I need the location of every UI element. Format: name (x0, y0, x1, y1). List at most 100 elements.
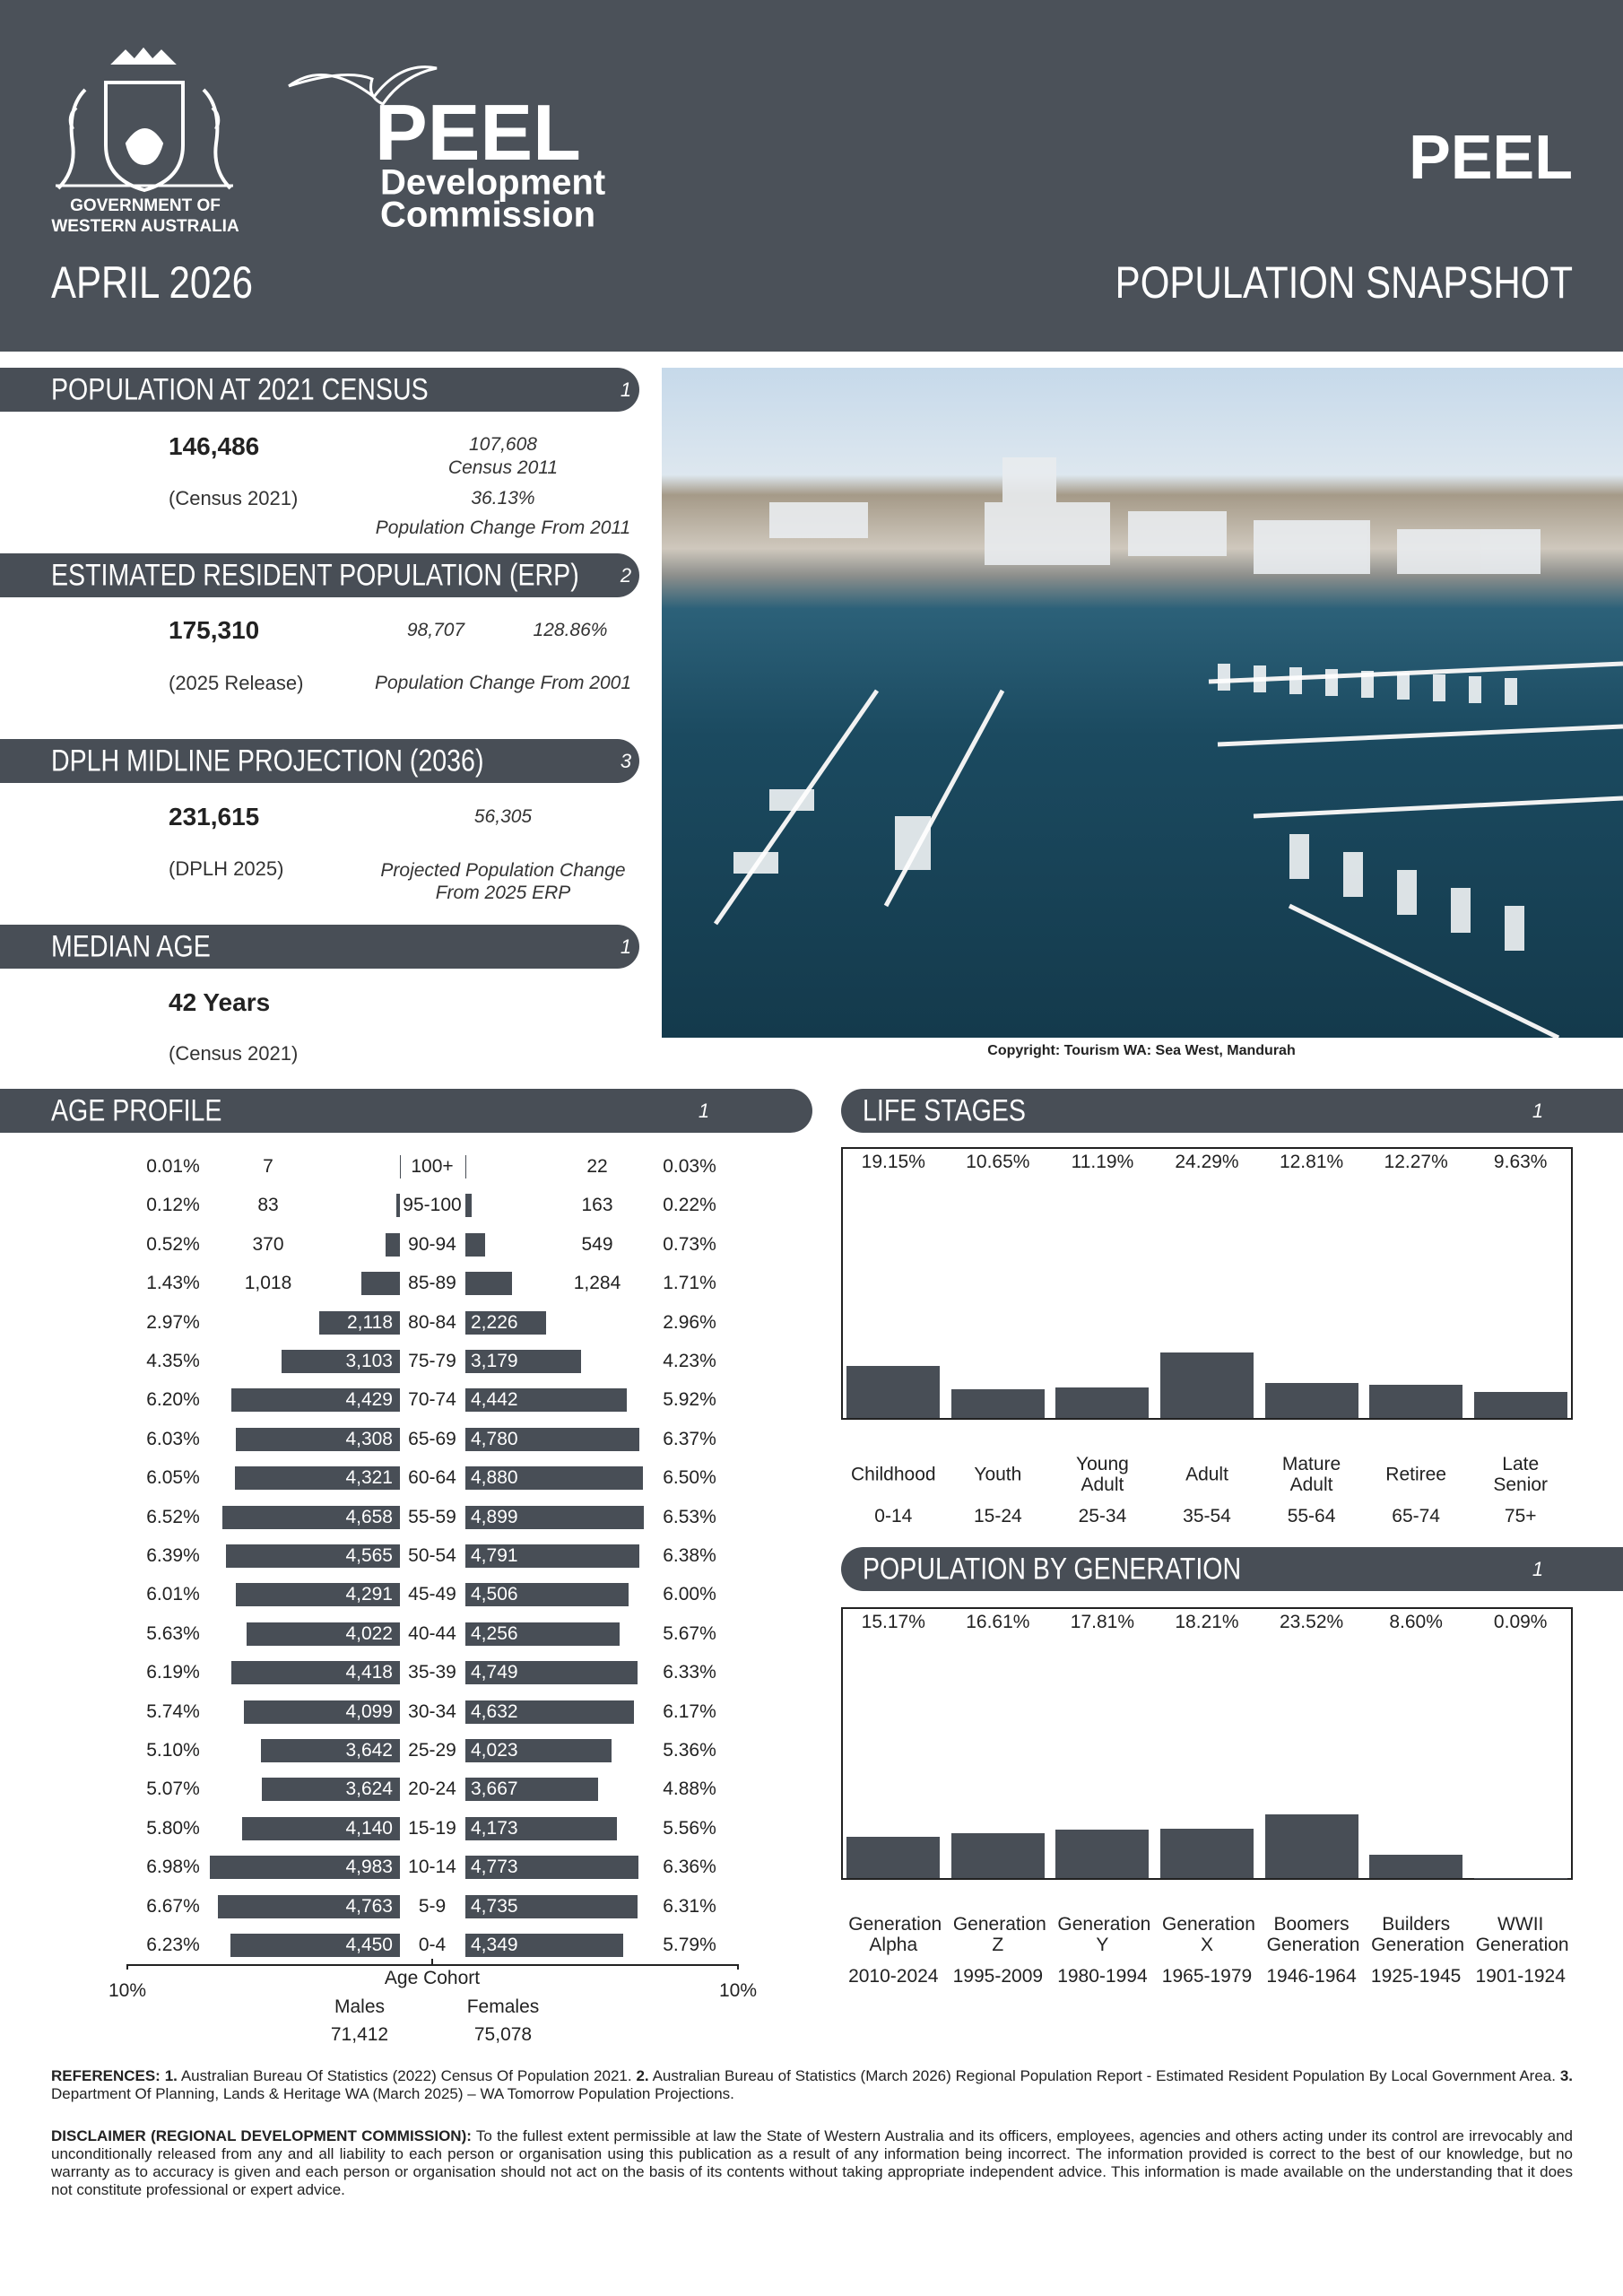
photo-caption: Copyright: Tourism WA: Sea West, Mandura… (987, 1043, 1296, 1058)
range-label: 1946-1964 (1266, 1966, 1357, 1987)
change-value: 128.86% (533, 620, 608, 640)
section-header: DPLH MIDLINE PROJECTION (2036) 3 (0, 739, 639, 783)
bar (950, 1832, 1045, 1878)
category-label: Builders Generation (1371, 1913, 1465, 1955)
bar (230, 1661, 400, 1685)
reference-number: 2 (620, 564, 632, 587)
photo (662, 368, 1623, 1038)
cohort-label: 25-29 (408, 1740, 456, 1761)
count-label: 4,735 (471, 1895, 518, 1917)
value-label: 17.81% (1070, 1612, 1135, 1632)
bar (465, 1934, 624, 1957)
gov-line: WESTERN AUSTRALIA (51, 217, 239, 236)
cohort-label: 90-94 (408, 1233, 456, 1255)
value-label: 11.19% (1071, 1152, 1134, 1172)
change-note: Population Change From 2001 (374, 673, 632, 693)
section-title: MEDIAN AGE (51, 929, 211, 964)
bar (225, 1544, 400, 1568)
category-label: Childhood (850, 1464, 936, 1485)
change-note: From 2025 ERP (435, 883, 571, 903)
percent-label: 6.38% (663, 1545, 716, 1566)
percent-label: 0.12% (146, 1195, 200, 1216)
count-label: 370 (252, 1233, 284, 1255)
cohort-label: 95-100 (403, 1195, 462, 1216)
percent-label: 6.37% (663, 1428, 716, 1449)
count-label: 4,140 (345, 1817, 393, 1839)
reference-number: 1 (1532, 1100, 1544, 1122)
count-label: 3,642 (345, 1740, 393, 1761)
bar (241, 1816, 400, 1840)
value-label: 0.09% (1493, 1612, 1548, 1632)
cohort-label: 45-49 (408, 1584, 456, 1605)
bar (1473, 1391, 1567, 1418)
bar (281, 1350, 400, 1373)
reference-number: 2. (636, 2067, 649, 2084)
percent-label: 4.35% (146, 1351, 200, 1371)
count-label: 4,022 (345, 1622, 393, 1644)
count-label: 4,099 (345, 1700, 393, 1722)
crest (56, 47, 233, 193)
reference-number: 1 (620, 378, 632, 401)
date: APRIL 2026 (51, 257, 253, 308)
percent-label: 6.50% (663, 1467, 716, 1489)
section-title: ESTIMATED RESIDENT POPULATION (ERP) (51, 558, 579, 593)
percent-label: 0.01% (146, 1156, 200, 1177)
range-label: 2010-2024 (848, 1966, 939, 1987)
section-title: DPLH MIDLINE PROJECTION (2036) (51, 744, 484, 778)
percent-label: 6.31% (663, 1895, 716, 1917)
section-title: POPULATION AT 2021 CENSUS (51, 372, 429, 407)
photo-illustration (713, 457, 1623, 1038)
reference-text: Australian Bureau of Statistics (March 2… (652, 2067, 1556, 2084)
percent-label: 1.43% (146, 1273, 200, 1294)
category-label: Generation Alpha (848, 1913, 942, 1955)
range-label: 1925-1945 (1370, 1966, 1462, 1987)
logo-line: Commission (380, 195, 596, 235)
bar (396, 1194, 400, 1218)
count-label: 4,429 (345, 1389, 393, 1411)
value-label: 23.52% (1279, 1612, 1344, 1632)
count-label: 4,256 (471, 1622, 518, 1644)
range-label: 35-54 (1183, 1506, 1231, 1526)
percent-label: 6.98% (146, 1857, 200, 1878)
value-label: 12.27% (1384, 1152, 1448, 1172)
cohort-label: 10-14 (408, 1857, 456, 1878)
chart-frame (841, 1607, 1573, 1880)
count-label: 2,118 (347, 1311, 393, 1333)
charts: 10% 10% Age Cohort Males 71,412 Females 75,078… (108, 1147, 1573, 2045)
count-label: 4,506 (471, 1584, 518, 1605)
range-label: 0-14 (874, 1506, 913, 1526)
count-label: 4,450 (345, 1935, 393, 1955)
percent-label: 5.74% (146, 1700, 200, 1722)
reference-number: 1 (620, 935, 632, 958)
value-label: 15.17% (861, 1612, 925, 1632)
cohort-label: 85-89 (408, 1273, 456, 1294)
legend-label: Males (334, 1996, 386, 2017)
bar (950, 1388, 1045, 1418)
section-title: POPULATION BY GENERATION (863, 1552, 1242, 1587)
bar (1055, 1387, 1150, 1418)
category-label: WWII Generation (1475, 1913, 1569, 1955)
count-label: 4,418 (345, 1662, 393, 1683)
stat-source: (Census 2021) (169, 1042, 299, 1065)
percent-label: 6.23% (146, 1935, 200, 1955)
stat-source: (2025 Release) (169, 672, 304, 694)
section-title: LIFE STAGES (863, 1093, 1026, 1128)
reference-number: 1 (698, 1100, 710, 1122)
stat-value: 42 Years (169, 988, 271, 1016)
bar (465, 1194, 472, 1218)
value-label: 9.63% (1493, 1152, 1548, 1172)
percent-label: 0.73% (663, 1233, 716, 1255)
count-label: 3,667 (471, 1779, 518, 1800)
bar (235, 1427, 400, 1451)
change-value: 56,305 (473, 806, 533, 827)
axis-center-tick (431, 1959, 433, 1966)
compare-value: 107,608 (469, 434, 537, 455)
x-axis-label: Age Cohort (384, 1968, 481, 1988)
range-label: 55-64 (1287, 1506, 1336, 1526)
count-label: 7 (263, 1156, 273, 1177)
count-label: 3,179 (471, 1351, 518, 1371)
logo-title: PEEL (375, 88, 581, 177)
bar (1264, 1813, 1358, 1878)
count-label: 4,023 (471, 1740, 518, 1761)
value-label: 8.60% (1389, 1612, 1443, 1632)
